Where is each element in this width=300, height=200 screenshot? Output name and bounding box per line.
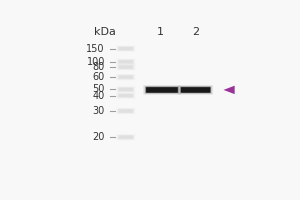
FancyBboxPatch shape	[116, 93, 135, 99]
FancyBboxPatch shape	[118, 135, 134, 140]
FancyBboxPatch shape	[116, 134, 135, 140]
FancyBboxPatch shape	[146, 87, 178, 93]
Text: 1: 1	[157, 27, 164, 37]
Text: 30: 30	[93, 106, 105, 116]
FancyBboxPatch shape	[118, 59, 134, 64]
FancyBboxPatch shape	[116, 74, 135, 80]
FancyBboxPatch shape	[181, 87, 210, 93]
FancyBboxPatch shape	[181, 87, 211, 93]
FancyBboxPatch shape	[178, 85, 213, 95]
FancyBboxPatch shape	[116, 59, 135, 65]
FancyBboxPatch shape	[118, 75, 134, 79]
Text: 2: 2	[192, 27, 199, 37]
Text: 150: 150	[86, 44, 105, 54]
FancyBboxPatch shape	[119, 88, 133, 91]
FancyBboxPatch shape	[118, 65, 134, 69]
Text: 100: 100	[87, 57, 105, 67]
FancyBboxPatch shape	[116, 108, 135, 114]
Text: 80: 80	[93, 62, 105, 72]
Polygon shape	[224, 86, 235, 94]
FancyBboxPatch shape	[116, 86, 135, 93]
FancyBboxPatch shape	[118, 46, 134, 51]
FancyBboxPatch shape	[119, 109, 133, 113]
FancyBboxPatch shape	[118, 93, 134, 98]
Text: 60: 60	[93, 72, 105, 82]
FancyBboxPatch shape	[118, 109, 134, 113]
Text: 20: 20	[92, 132, 105, 142]
FancyBboxPatch shape	[119, 75, 133, 79]
FancyBboxPatch shape	[119, 47, 133, 50]
Text: kDa: kDa	[94, 27, 116, 37]
FancyBboxPatch shape	[180, 86, 211, 94]
FancyBboxPatch shape	[119, 65, 133, 69]
FancyBboxPatch shape	[119, 94, 133, 97]
FancyBboxPatch shape	[146, 87, 178, 93]
FancyBboxPatch shape	[116, 64, 135, 70]
Text: 50: 50	[92, 84, 105, 94]
FancyBboxPatch shape	[119, 60, 133, 63]
FancyBboxPatch shape	[118, 87, 134, 92]
Text: 40: 40	[93, 91, 105, 101]
FancyBboxPatch shape	[143, 85, 181, 95]
FancyBboxPatch shape	[116, 46, 135, 52]
FancyBboxPatch shape	[119, 135, 133, 139]
FancyBboxPatch shape	[145, 86, 179, 94]
